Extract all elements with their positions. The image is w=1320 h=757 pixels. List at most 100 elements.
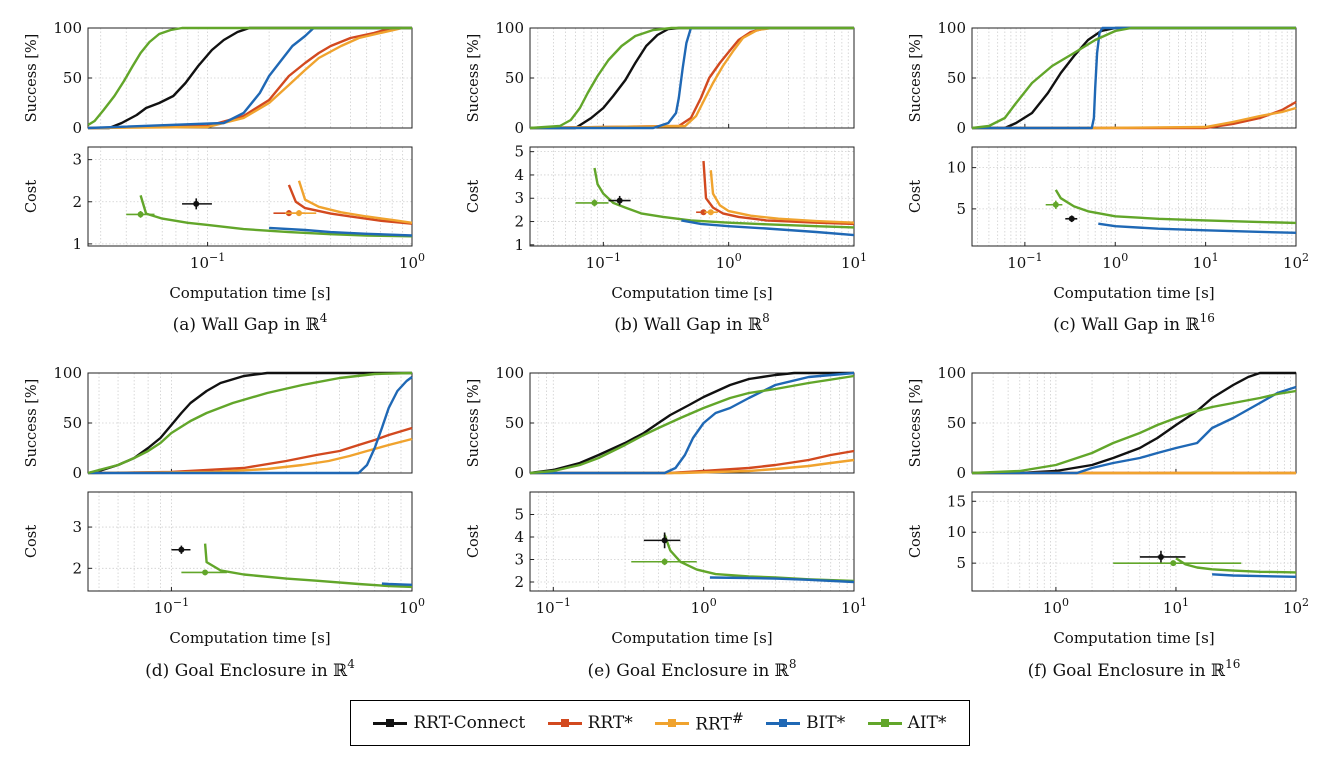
success-line-rrt-connect: [88, 26, 412, 130]
success-line-rrt-connect: [530, 371, 854, 475]
median-point: [202, 569, 209, 576]
cost-axes-frame: [87, 491, 413, 592]
cost-series-group: [171, 543, 413, 589]
cost-line-bit-star: [269, 226, 413, 237]
cost-marker-rrt-sharp: [285, 210, 317, 217]
legend-entry-ait-star: AIT*: [867, 713, 946, 733]
y-tick-label: 100: [53, 19, 82, 37]
legend-label-rrt-star: RRT*: [587, 713, 633, 733]
legend-entry-bit-star: BIT*: [766, 713, 845, 733]
y-tick-label: 100: [495, 364, 524, 382]
y-tick-label: 50: [505, 69, 524, 87]
success-series-group: [88, 26, 412, 130]
median-point: [193, 200, 200, 207]
median-point: [700, 209, 707, 216]
cost-ylabel: Cost: [466, 525, 482, 558]
x-tick-label: 10−1: [190, 251, 225, 272]
cost-marker-ait-star: [631, 558, 697, 566]
x-tick-label: 100: [399, 251, 425, 272]
y-tick-label: 5: [514, 143, 524, 161]
caption-superscript: 4: [347, 657, 355, 671]
cost-line-ait-star: [593, 167, 855, 229]
y-tick-label: 100: [53, 364, 82, 382]
cost-marker-rrt-connect: [608, 195, 631, 206]
legend-swatch-rrt-connect: [373, 717, 408, 729]
x-tick-label: 100: [399, 596, 425, 617]
x-tick-exponent: −1: [173, 596, 189, 609]
success-panel-e: 0 50 100 Success [%]: [466, 364, 855, 482]
legend-swatch-bit-star: [766, 717, 801, 729]
success-line-bit-star: [972, 385, 1297, 475]
success-series-group: [530, 26, 854, 130]
x-tick-base: 10: [399, 254, 418, 272]
median-point: [707, 209, 714, 216]
median-point: [178, 546, 185, 553]
y-tick-label: 0: [956, 119, 966, 137]
y-tick-label: 100: [495, 19, 524, 37]
y-tick-label: 4: [514, 166, 524, 184]
x-tick-label: 10−1: [536, 596, 571, 617]
caption: (a) Wall Gap in ℝ4: [173, 311, 328, 335]
caption-superscript: 16: [1200, 311, 1215, 325]
y-tick-label: 2: [514, 213, 524, 231]
y-tick-label: 3: [72, 151, 82, 169]
cost-marker-rrt-connect: [643, 532, 681, 549]
y-tick-label: 50: [947, 414, 966, 432]
x-tick-label: 102: [1283, 251, 1309, 272]
y-tick-label: 5: [956, 200, 966, 218]
cost-marker-ait-star: [1045, 200, 1063, 209]
cost-axes-frame: [529, 491, 855, 592]
legend-label-rrt-connect: RRT-Connect: [413, 713, 526, 733]
success-line-rrt-connect: [972, 371, 1296, 475]
caption-superscript: 16: [1225, 657, 1240, 671]
legend-entry-rrt-connect: RRT-Connect: [373, 713, 525, 733]
x-tick-base: 10: [691, 599, 710, 617]
y-tick-label: 15: [947, 492, 966, 510]
cost-marker-ait-star: [181, 569, 227, 576]
median-point: [1157, 553, 1164, 560]
legend-entry-rrt-star: RRT*: [547, 713, 633, 733]
cost-axes-frame: [529, 146, 855, 247]
success-line-ait-star: [530, 26, 854, 130]
success-line-bit-star: [530, 371, 855, 475]
success-panel-d: 0 50 100 Success [%]: [24, 364, 413, 482]
success-line-ait-star: [972, 26, 1296, 130]
x-tick-exponent: 0: [418, 251, 425, 264]
median-point: [616, 197, 623, 204]
x-tick-base: 10: [399, 599, 418, 617]
legend-label-rrt-sharp-base: RRT: [695, 714, 732, 735]
caption-text: (f) Goal Enclosure in ℝ: [1028, 661, 1226, 681]
success-panel-c: 0 50 100 Success [%]: [908, 19, 1297, 137]
median-point: [1052, 201, 1059, 208]
caption-superscript: 8: [789, 657, 797, 671]
x-tick-base: 10: [841, 254, 860, 272]
y-tick-label: 3: [514, 189, 524, 207]
median-point: [661, 537, 668, 544]
cost-panel-f: 5 10 15 Cost: [908, 491, 1297, 592]
x-tick-label: 100: [1043, 596, 1069, 617]
x-tick-label: 102: [1283, 596, 1309, 617]
y-tick-label: 100: [937, 19, 966, 37]
caption: (c) Wall Gap in ℝ16: [1053, 311, 1215, 335]
legend-swatch-rrt-sharp: [655, 717, 690, 729]
cost-ylabel: Cost: [24, 525, 40, 558]
y-tick-label: 5: [956, 554, 966, 572]
x-tick-label: 10−1: [1007, 251, 1042, 272]
y-tick-label: 2: [514, 573, 524, 591]
cost-line-bit-star: [1212, 573, 1297, 578]
x-tick-label: 101: [1193, 251, 1219, 272]
success-line-rrt-sharp: [88, 26, 412, 130]
x-tick-label: 101: [1163, 596, 1189, 617]
success-line-ait-star: [88, 371, 413, 475]
x-tick-base: 10: [1007, 254, 1026, 272]
success-series-group: [972, 26, 1297, 130]
legend-label-rrt-sharp-sup: #: [731, 711, 744, 728]
x-tick-label: 100: [691, 596, 717, 617]
legend-swatch-ait-star: [867, 717, 902, 729]
success-ylabel: Success [%]: [466, 379, 482, 468]
x-tick-exponent: 2: [1302, 596, 1309, 609]
success-line-ait-star: [88, 26, 412, 127]
cost-marker-rrt-connect: [1139, 550, 1186, 564]
cost-series-group: [631, 532, 855, 584]
x-tick-exponent: 0: [735, 251, 742, 264]
